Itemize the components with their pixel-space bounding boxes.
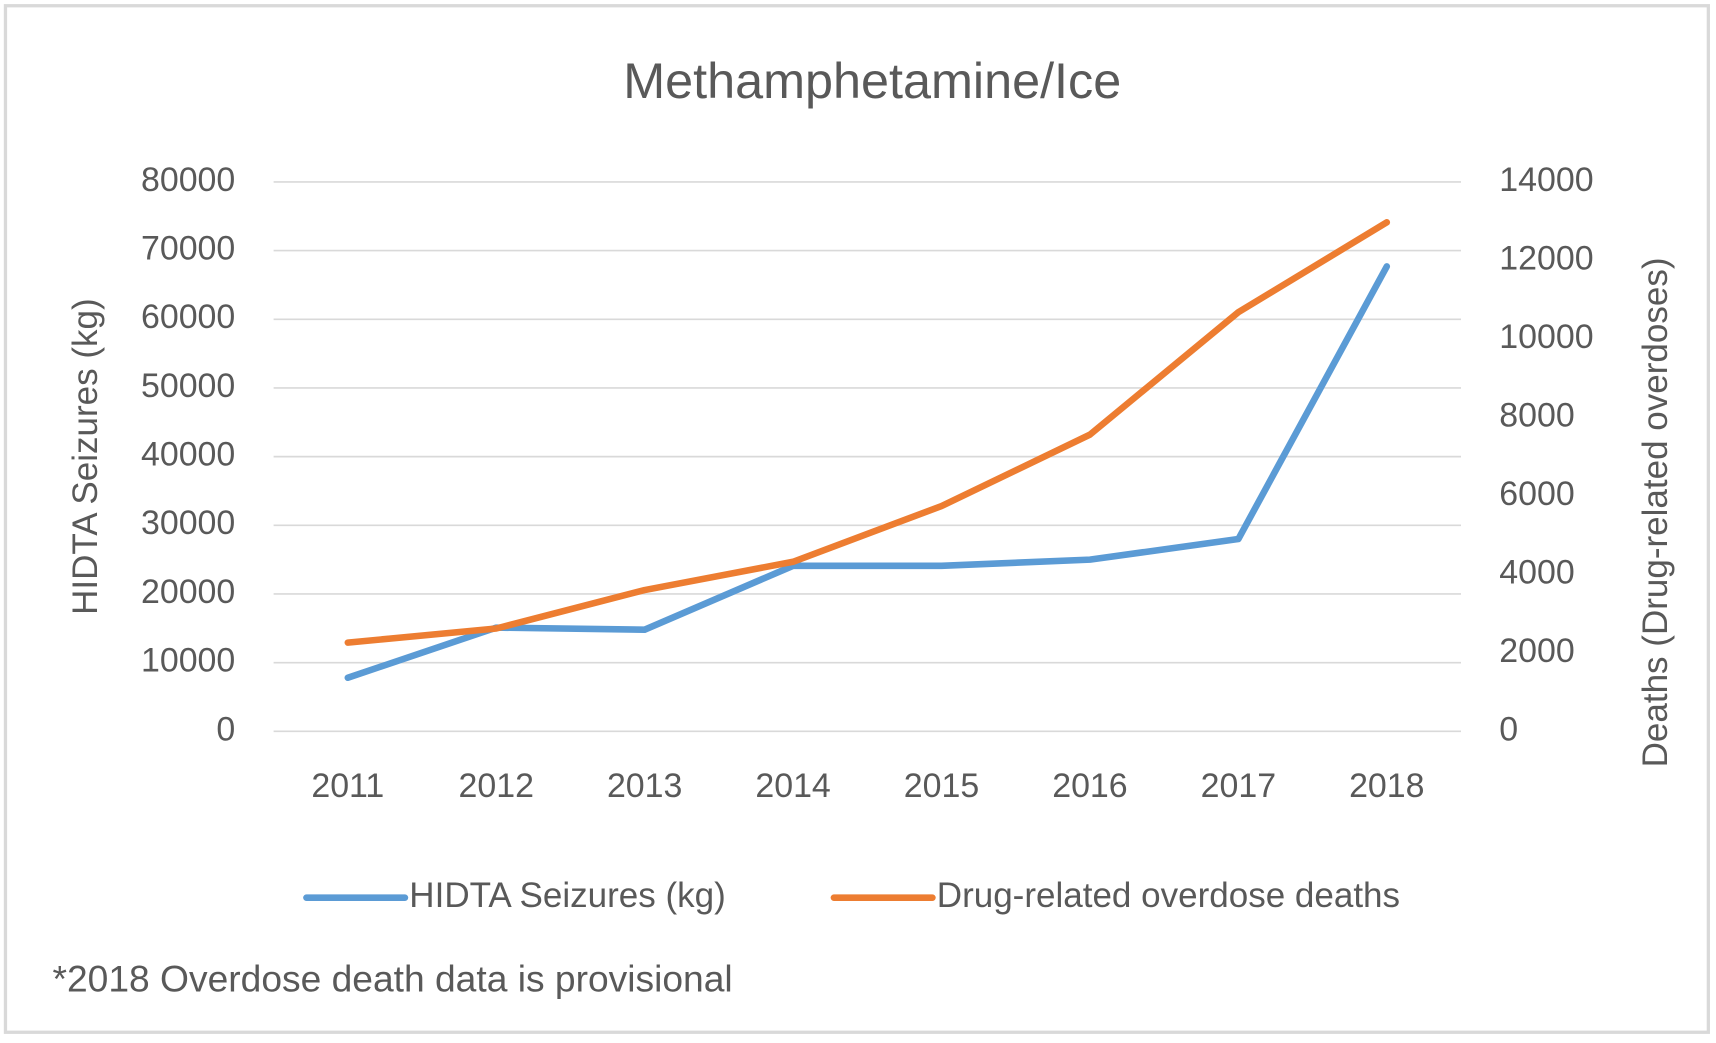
chart-frame (3, 4, 1710, 1034)
y2-axis-label: Deaths (Drug-related overdoses) (1636, 257, 1675, 767)
y-tick-label: 60000 (141, 298, 235, 336)
y2-tick-label: 0 (1499, 710, 1518, 748)
x-tick-label: 2016 (1052, 767, 1127, 805)
y-tick-label: 50000 (141, 367, 235, 405)
series-line (344, 263, 1391, 682)
y2-tick-label: 10000 (1499, 318, 1593, 356)
chart-title: Methamphetamine/Ice (623, 52, 1121, 109)
series-line (344, 219, 1391, 646)
y-tick-label: 70000 (141, 230, 235, 268)
y2-tick-label: 4000 (1499, 553, 1574, 591)
y-axis-label: HIDTA Seizures (kg) (66, 298, 105, 615)
y-tick-label: 30000 (141, 504, 235, 542)
y-tick-label: 80000 (141, 161, 235, 199)
x-tick-label: 2011 (311, 767, 384, 805)
x-tick-label: 2018 (1349, 767, 1424, 805)
y2-tick-label: 6000 (1499, 475, 1574, 513)
footnote: *2018 Overdose death data is provisional (53, 958, 733, 1000)
y-tick-label: 20000 (141, 573, 235, 611)
y-tick-label: 0 (216, 710, 235, 748)
legend-label: HIDTA Seizures (kg) (409, 876, 726, 915)
x-tick-label: 2013 (607, 767, 682, 805)
y2-tick-label: 14000 (1499, 161, 1593, 199)
y2-tick-label: 12000 (1499, 239, 1593, 277)
y2-tick-label: 8000 (1499, 396, 1574, 434)
y-tick-label: 40000 (141, 436, 235, 474)
y-tick-label: 10000 (141, 642, 235, 680)
x-tick-label: 2017 (1201, 767, 1276, 805)
x-tick-label: 2015 (904, 767, 979, 805)
x-tick-label: 2014 (755, 767, 830, 805)
legend-label: Drug-related overdose deaths (937, 876, 1400, 915)
y2-tick-label: 2000 (1499, 632, 1574, 670)
x-tick-label: 2012 (459, 767, 534, 805)
